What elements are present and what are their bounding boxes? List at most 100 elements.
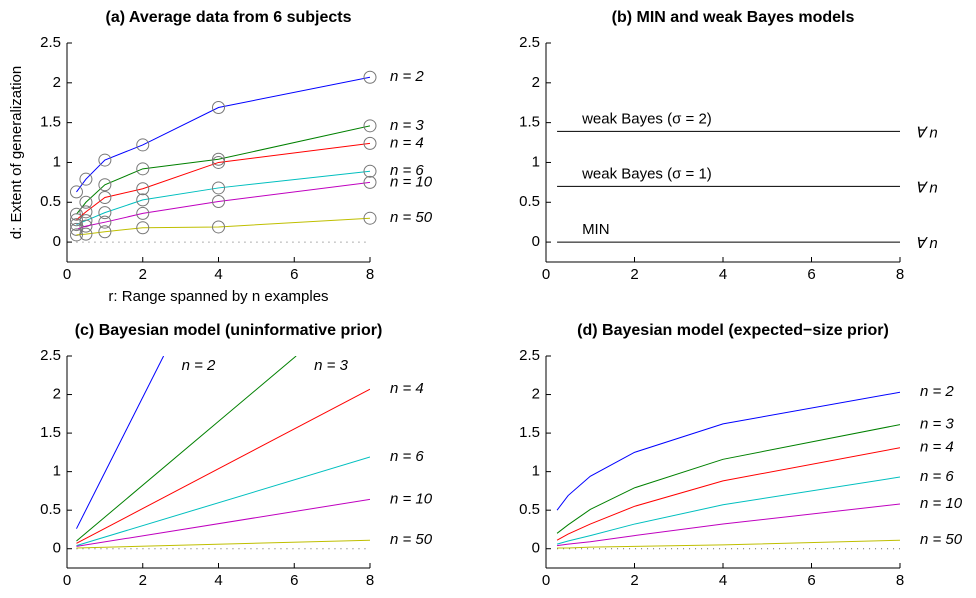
panel-title: (a) Average data from 6 subjects xyxy=(105,9,351,26)
data-point xyxy=(363,211,377,225)
data-point xyxy=(79,172,93,186)
data-point xyxy=(136,193,150,207)
x-tick-label: 4 xyxy=(719,572,727,589)
series-label: MIN xyxy=(582,221,610,238)
series-line xyxy=(76,539,370,549)
x-tick-label: 6 xyxy=(290,266,298,283)
data-point xyxy=(212,101,225,115)
end-label: ∀ n xyxy=(915,124,938,141)
data-point xyxy=(212,194,225,208)
data-point xyxy=(212,220,225,234)
series-label: n = 10 xyxy=(920,495,963,512)
panel: (d) Bayesian model (expected−size prior)… xyxy=(519,322,963,589)
data-point xyxy=(363,119,377,133)
data-point xyxy=(69,218,83,232)
series-line xyxy=(556,447,900,541)
data-point xyxy=(98,215,112,229)
y-tick-label: 1 xyxy=(53,153,61,170)
data-point xyxy=(363,164,377,178)
data-point xyxy=(69,185,83,199)
x-tick-label: 8 xyxy=(366,572,374,589)
series-line xyxy=(556,503,900,547)
y-tick-label: 2.5 xyxy=(519,34,540,51)
y-tick-label: 0 xyxy=(532,233,540,250)
series-label: n = 4 xyxy=(390,380,424,397)
data-point xyxy=(79,195,93,209)
series-label: n = 6 xyxy=(920,468,954,485)
y-axis-label: d: Extent of generalization xyxy=(8,66,25,239)
panel: (b) MIN and weak Bayes models 0 0.5 1 1.5 2 2.… xyxy=(519,9,938,283)
data-point xyxy=(136,221,150,235)
series-line xyxy=(556,424,900,534)
y-tick-label: 0 xyxy=(53,540,61,557)
x-tick-label: 8 xyxy=(896,266,904,283)
data-point xyxy=(98,206,112,220)
x-tick-label: 4 xyxy=(214,572,222,589)
panel: (a) Average data from 6 subjects r: Range… xyxy=(8,9,433,305)
series-label: n = 6 xyxy=(390,448,424,465)
panel-title: (b) MIN and weak Bayes models xyxy=(612,9,855,26)
series-line xyxy=(76,170,370,226)
x-tick-label: 0 xyxy=(542,572,550,589)
data-point xyxy=(98,153,112,167)
data-point xyxy=(212,181,225,195)
y-tick-label: 0.5 xyxy=(40,193,61,210)
series-line xyxy=(556,391,900,511)
panel-title: (d) Bayesian model (expected−size prior) xyxy=(577,322,889,339)
series-label: n = 3 xyxy=(314,357,348,374)
series-label: n = 4 xyxy=(390,134,424,151)
y-tick-label: 1 xyxy=(532,153,540,170)
y-tick-label: 2.5 xyxy=(519,347,540,364)
data-point xyxy=(363,136,377,150)
x-tick-label: 6 xyxy=(807,266,815,283)
y-tick-label: 2.5 xyxy=(40,347,61,364)
y-tick-label: 0 xyxy=(53,233,61,250)
x-tick-label: 2 xyxy=(139,572,147,589)
y-tick-label: 0.5 xyxy=(519,193,540,210)
x-tick-label: 6 xyxy=(290,572,298,589)
data-point xyxy=(363,175,377,189)
x-tick-label: 8 xyxy=(366,266,374,283)
data-point xyxy=(79,227,93,241)
data-point xyxy=(212,152,225,166)
series-label: n = 10 xyxy=(390,173,433,190)
y-tick-label: 1.5 xyxy=(40,424,61,441)
series-label: weak Bayes (σ = 2) xyxy=(581,110,712,127)
series-line xyxy=(76,142,370,221)
y-tick-label: 1.5 xyxy=(519,424,540,441)
series-label: n = 50 xyxy=(390,531,433,548)
x-tick-label: 4 xyxy=(719,266,727,283)
y-tick-label: 2 xyxy=(532,74,540,91)
panel-title: (c) Bayesian model (uninformative prior) xyxy=(75,322,383,339)
x-tick-label: 0 xyxy=(542,266,550,283)
x-tick-label: 6 xyxy=(807,572,815,589)
data-point xyxy=(98,178,112,192)
series-label: n = 2 xyxy=(182,357,216,374)
x-tick-label: 2 xyxy=(139,266,147,283)
series-label: n = 3 xyxy=(390,117,424,134)
x-tick-label: 2 xyxy=(630,572,638,589)
data-point xyxy=(136,206,150,220)
series-label: weak Bayes (σ = 1) xyxy=(581,165,712,182)
y-tick-label: 1.5 xyxy=(40,114,61,131)
y-tick-label: 2 xyxy=(53,386,61,403)
series-line xyxy=(76,456,370,547)
data-point xyxy=(212,155,225,169)
series-line xyxy=(76,498,370,547)
series-line xyxy=(76,125,370,215)
series-label: n = 3 xyxy=(920,416,954,433)
data-point xyxy=(69,228,83,242)
end-label: ∀ n xyxy=(915,179,938,196)
y-tick-label: 2 xyxy=(532,386,540,403)
series-label: n = 2 xyxy=(920,383,954,400)
end-label: ∀ n xyxy=(915,235,938,252)
series-label: n = 2 xyxy=(390,68,424,85)
data-point xyxy=(98,190,112,204)
x-tick-label: 0 xyxy=(63,266,71,283)
y-tick-label: 0.5 xyxy=(40,501,61,518)
y-tick-label: 1 xyxy=(532,463,540,480)
series-line xyxy=(76,181,370,230)
x-tick-label: 0 xyxy=(63,572,71,589)
panel: (c) Bayesian model (uninformative prior)… xyxy=(40,322,433,589)
